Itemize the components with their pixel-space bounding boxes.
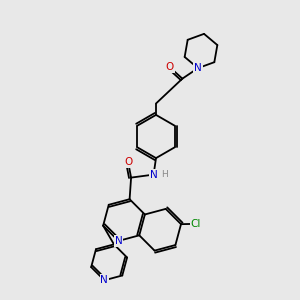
Text: N: N — [100, 275, 108, 285]
Text: Cl: Cl — [191, 219, 201, 229]
Text: N: N — [194, 63, 202, 73]
Text: H: H — [161, 170, 167, 179]
Text: O: O — [166, 62, 174, 72]
Text: O: O — [124, 157, 132, 167]
Text: N: N — [150, 169, 158, 180]
Text: N: N — [115, 236, 122, 246]
